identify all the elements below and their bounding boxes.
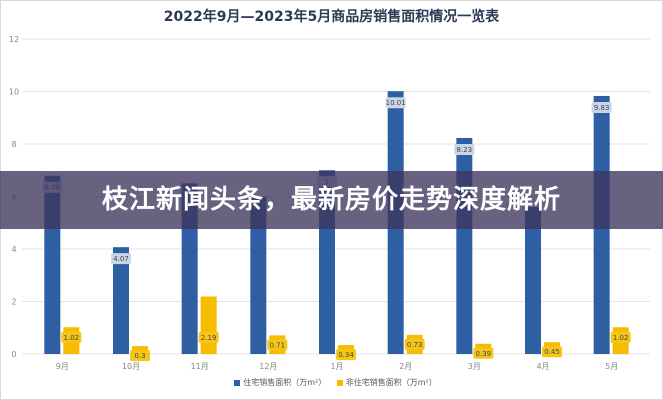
data-label-bg	[385, 97, 406, 109]
data-label: 9.83	[594, 104, 610, 112]
data-label: 1.02	[64, 334, 80, 342]
bar-nonresidential	[132, 346, 148, 354]
data-label-bg	[542, 346, 562, 358]
data-label-bg	[111, 253, 131, 265]
data-label-bg	[610, 332, 631, 343]
legend-label-residential: 住宅销售面积（万m²）	[243, 378, 327, 387]
bar-residential	[250, 197, 267, 354]
headline-banner: 枝江新闻头条，最新房价走势深度解析	[0, 171, 663, 229]
headline-text: 枝江新闻头条，最新房价走势深度解析	[101, 185, 561, 215]
data-label: 8.23	[457, 146, 473, 154]
data-label-bg	[454, 143, 475, 155]
x-tick-label: 2月	[399, 362, 412, 371]
x-tick-label: 1月	[330, 362, 343, 371]
x-tick-label: 3月	[468, 362, 481, 371]
y-tick-label: 12	[9, 35, 19, 44]
data-label: 0.39	[476, 350, 492, 358]
data-label: 10.01	[386, 99, 406, 107]
x-tick-label: 4月	[536, 362, 549, 371]
data-label: 1.02	[613, 334, 629, 342]
data-label-bg	[473, 347, 494, 359]
data-label-bg	[591, 101, 612, 113]
data-label-bg	[267, 339, 288, 351]
x-tick-label: 10月	[122, 362, 140, 371]
data-label: 0.3	[134, 352, 145, 360]
data-label: 0.45	[544, 348, 560, 356]
data-label-bg	[61, 332, 82, 343]
bar-residential	[113, 247, 129, 354]
data-label-bg	[198, 332, 219, 343]
y-tick-label: 8	[11, 140, 16, 149]
data-label: 0.71	[270, 341, 286, 349]
data-label: 0.73	[407, 341, 423, 349]
x-tick-label: 9月	[56, 362, 69, 371]
y-tick-label: 0	[11, 350, 16, 359]
y-tick-label: 10	[9, 88, 19, 97]
legend-swatch-residential	[234, 379, 241, 386]
x-tick-label: 12月	[259, 362, 277, 371]
y-tick-label: 4	[11, 245, 16, 254]
y-tick-label: 2	[11, 298, 16, 307]
x-tick-label: 11月	[191, 362, 209, 371]
legend: 住宅销售面积（万m²） 非住宅销售面积（万m²）	[0, 377, 663, 388]
legend-label-nonresidential: 非住宅销售面积（万m²）	[345, 378, 437, 387]
data-label-bg	[336, 349, 356, 361]
data-label-bg	[130, 350, 150, 362]
data-label: 4.07	[113, 255, 129, 263]
bar-residential	[525, 207, 541, 354]
legend-swatch-nonresidential	[336, 379, 343, 386]
data-label-bg	[404, 338, 425, 350]
x-tick-label: 5月	[605, 362, 618, 371]
data-label: 0.34	[338, 351, 354, 359]
bar-nonresidential	[200, 296, 217, 354]
data-label: 2.19	[201, 334, 217, 342]
chart-title: 2022年9月—2023年5月商品房销售面积情况一览表	[163, 9, 500, 25]
